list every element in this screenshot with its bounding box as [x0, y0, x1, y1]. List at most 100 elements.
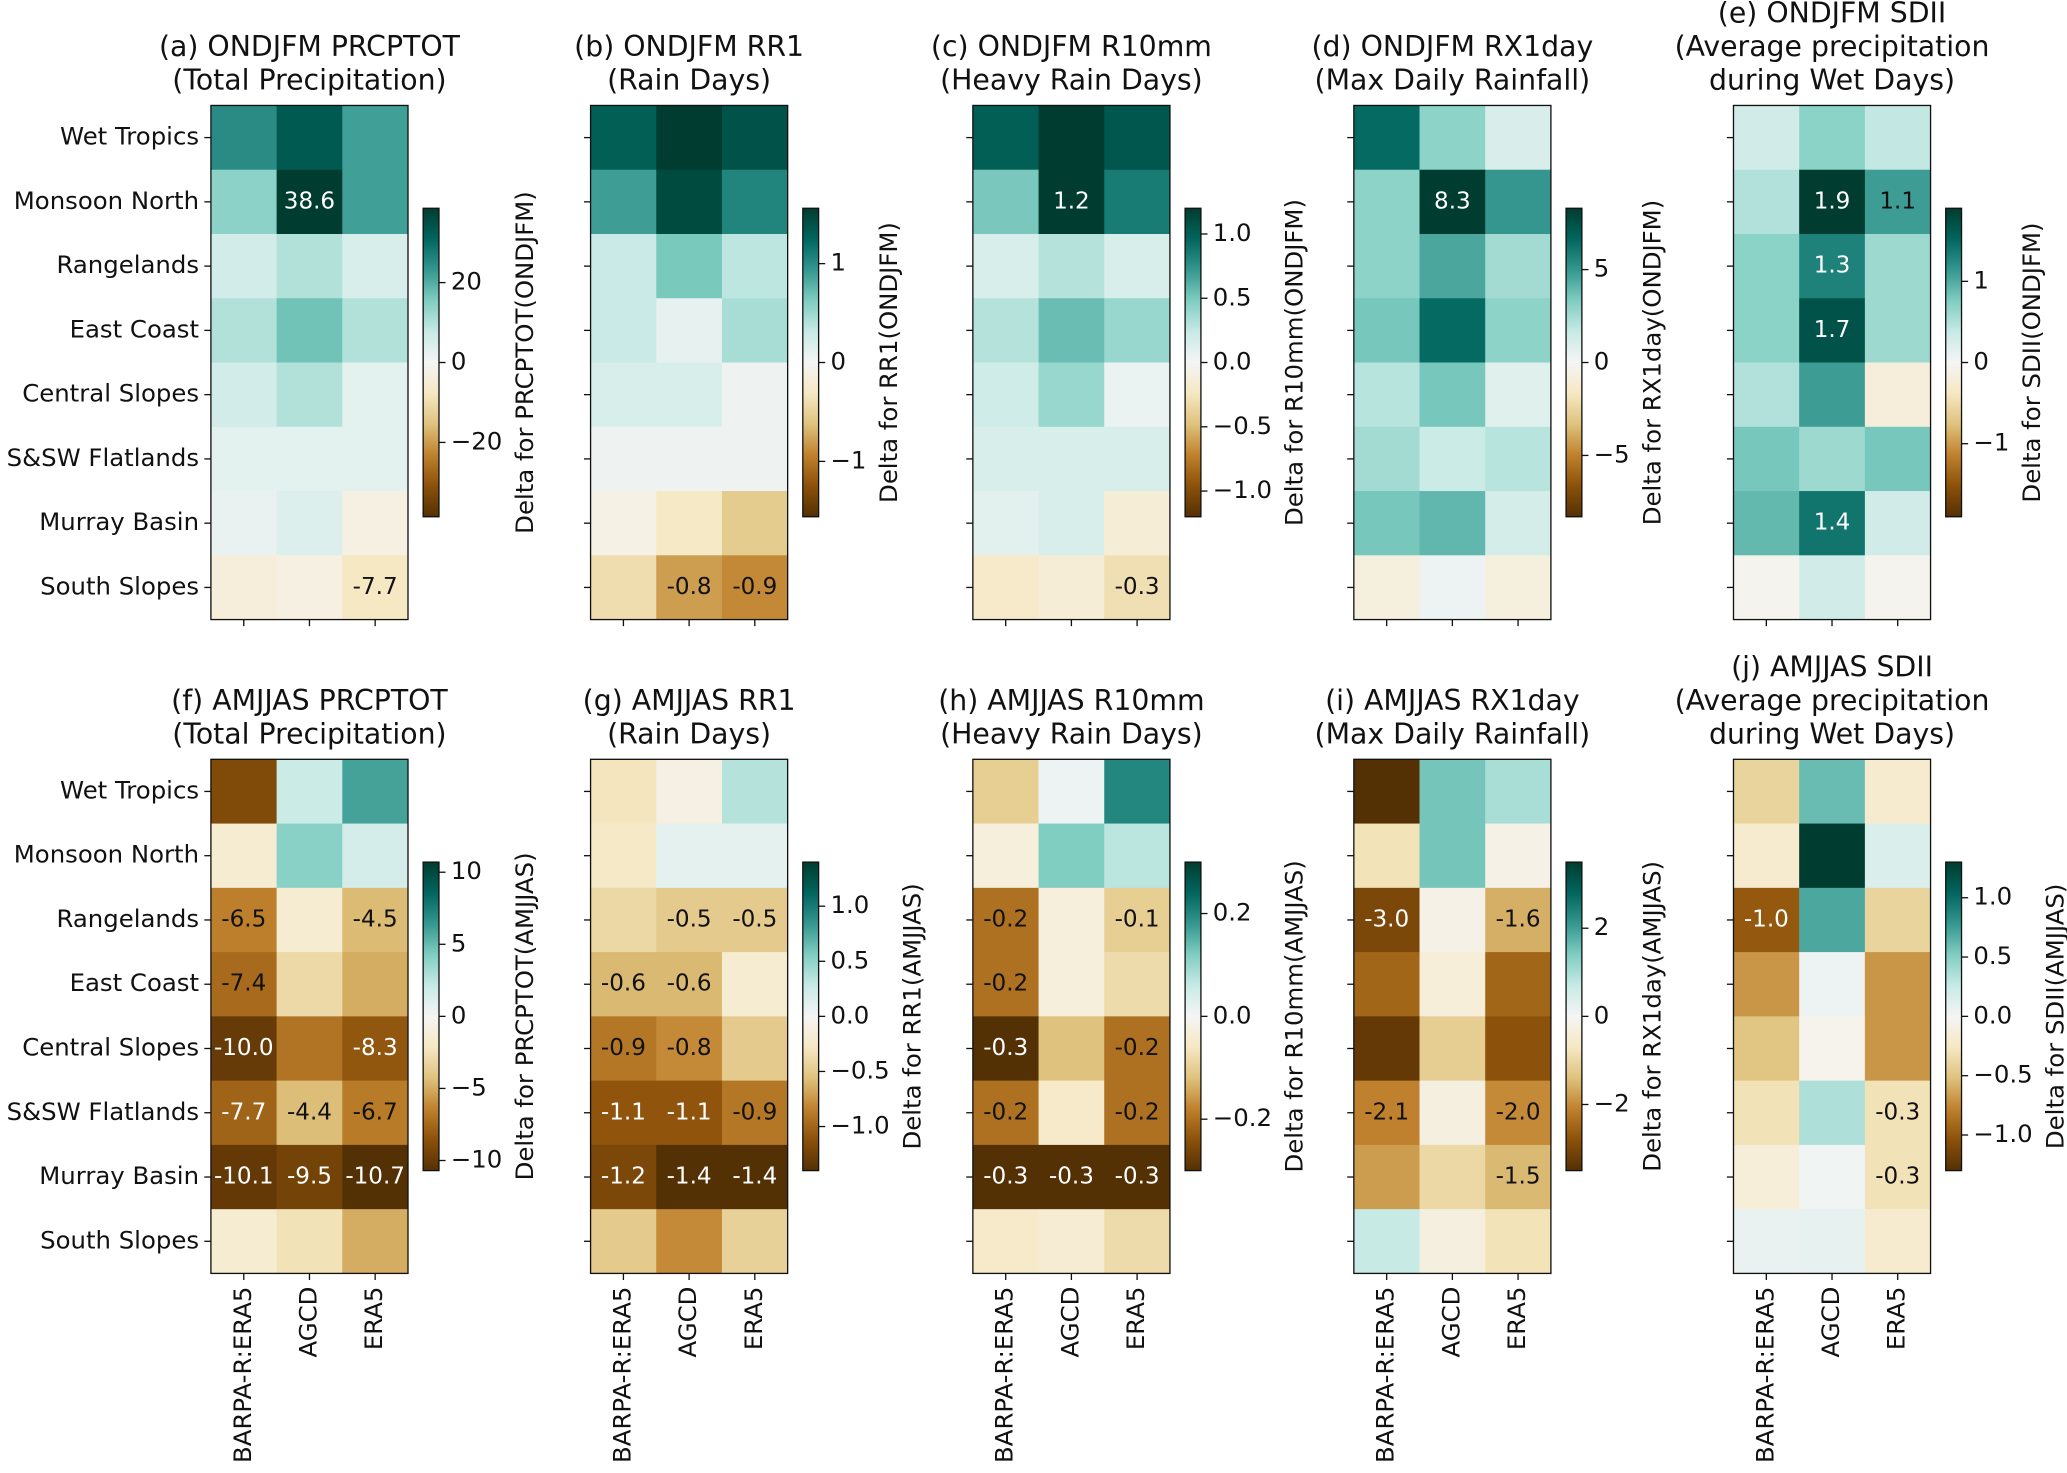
- heatmap-cell: [1864, 1080, 1931, 1146]
- heatmap-cell: [1733, 759, 1800, 824]
- heatmap-cell: [1485, 823, 1552, 889]
- colorbar-tick-label: −1.0: [830, 1111, 889, 1140]
- panel-title: (Heavy Rain Days): [940, 718, 1203, 751]
- heatmap-cell: [656, 1016, 723, 1082]
- heatmap-cell: [276, 169, 343, 235]
- heatmap-cell: [342, 1016, 409, 1082]
- colorbar: [1945, 207, 1963, 518]
- heatmap-cell: [1485, 555, 1552, 620]
- heatmap-cell: [972, 759, 1039, 824]
- cell-label: -1.6: [1496, 906, 1541, 932]
- heatmap-cell: [1864, 555, 1931, 620]
- colorbar-tick-label: 0: [1594, 347, 1610, 376]
- heatmap-cell: [721, 1209, 789, 1274]
- heatmap-cell: [656, 169, 723, 235]
- colorbar: [422, 861, 440, 1172]
- heatmap-cell: [1104, 1209, 1171, 1274]
- colorbar-tick-label: 0.2: [1213, 898, 1252, 927]
- panel-title: (j) AMJJAS SDII: [1731, 650, 1933, 683]
- panel-title: (e) ONDJFM SDII: [1718, 0, 1946, 30]
- cell-label: -1.4: [732, 1164, 777, 1190]
- heatmap-cell: [1419, 426, 1486, 492]
- row-label: South Slopes: [40, 1225, 199, 1254]
- column-label: ERA5: [1502, 1287, 1531, 1351]
- colorbar: [422, 207, 440, 518]
- panel-title: (Rain Days): [607, 64, 771, 97]
- panel: 1.9 1.1 1.3 1.7 1.4 (e) ONDJFM SDII(Average p…: [1675, 0, 2046, 627]
- colorbar-tick-label: −1: [1973, 428, 2009, 457]
- heatmap-cell: [721, 887, 789, 953]
- heatmap-cell: [590, 952, 657, 1017]
- heatmap-cell: [1353, 491, 1420, 556]
- heatmap-cell: [721, 426, 789, 492]
- heatmap-cell: [1485, 491, 1552, 556]
- panel-title: (b) ONDJFM RR1: [574, 30, 804, 63]
- panel: -1.0 -0.3 -0.3 BARPA-R:ERA5 AGCD ERA5 (j) AMJJ…: [1675, 650, 2067, 1463]
- heatmap-cell: [1733, 169, 1800, 235]
- heatmap-cell: [656, 426, 723, 492]
- heatmap-cell: [342, 105, 409, 171]
- colorbar-tick-label: −20: [451, 426, 502, 455]
- row-label: S&SW Flatlands: [7, 1097, 199, 1126]
- colorbar-tick-label: −1: [830, 445, 866, 474]
- heatmap-cell: [721, 298, 789, 363]
- heatmap-cell: [972, 823, 1039, 889]
- heatmap-cell: [590, 105, 657, 171]
- heatmap-cell: [721, 491, 789, 556]
- heatmap-cell: [1038, 426, 1105, 492]
- heatmap-cell: [1038, 1209, 1105, 1274]
- colorbar-tick-label: 1: [830, 248, 846, 277]
- heatmap-cell: [342, 1209, 409, 1274]
- cell-label: -0.9: [601, 1035, 646, 1061]
- heatmap-cell: [972, 426, 1039, 492]
- cell-label: 8.3: [1434, 188, 1471, 214]
- heatmap-cell: [656, 887, 723, 953]
- cell-label: -0.3: [983, 1035, 1028, 1061]
- colorbar: [802, 207, 820, 518]
- heatmap-cell: [1038, 823, 1105, 889]
- heatmap-cell: [721, 759, 789, 824]
- heatmap-cell: [656, 952, 723, 1017]
- heatmap-cell: [1104, 759, 1171, 824]
- heatmap-cell: [972, 298, 1039, 363]
- heatmap-cell: [276, 491, 343, 556]
- heatmap-cell: [972, 233, 1039, 299]
- colorbar-tick-label: 10: [451, 856, 482, 885]
- heatmap-cell: [342, 491, 409, 556]
- heatmap-cell: [1419, 887, 1486, 953]
- cell-label: 1.4: [1814, 510, 1851, 536]
- cell-label: -7.7: [221, 1099, 266, 1125]
- heatmap-cell: [656, 105, 723, 171]
- heatmap-cell: [210, 298, 278, 363]
- panel: 38.6 -7.7 Wet Tropics Monsoon North Rangelan…: [7, 30, 539, 627]
- heatmap-cell: [342, 298, 409, 363]
- colorbar-tick-label: −0.5: [1973, 1060, 2032, 1089]
- panel-title: (h) AMJJAS R10mm: [938, 684, 1204, 717]
- heatmap-cell: [1038, 759, 1105, 824]
- colorbar-tick-label: 1.0: [830, 890, 869, 919]
- cell-label: -1.1: [601, 1099, 646, 1125]
- colorbar-tick-label: 5: [451, 928, 467, 957]
- heatmap-cell: [342, 233, 409, 299]
- heatmap-cell: [1485, 1080, 1552, 1146]
- colorbar-tick-label: 0.0: [1213, 347, 1252, 376]
- cell-label: -0.6: [601, 971, 646, 997]
- heatmap-cell: [590, 298, 657, 363]
- heatmap-cell: [1104, 1080, 1171, 1146]
- panel-title: (a) ONDJFM PRCPTOT: [159, 30, 461, 63]
- panel: -6.5 -4.5 -7.4 -10.0 -8.3 -7.7 -4.4 -6.7 -10.1 -9…: [7, 684, 539, 1463]
- colorbar-tick-label: 0: [830, 347, 846, 376]
- colorbar-tick-label: 0: [1594, 1000, 1610, 1029]
- colorbar: [802, 861, 820, 1172]
- heatmap-cell: [590, 1016, 657, 1082]
- heatmap-cell: [1104, 555, 1171, 620]
- colorbar-tick-label: 0.5: [1973, 941, 2012, 970]
- cell-label: -0.1: [1115, 906, 1160, 932]
- row-label: Monsoon North: [14, 840, 199, 869]
- cell-label: -0.8: [667, 574, 712, 600]
- heatmap-cell: [1799, 1209, 1866, 1274]
- column-label: BARPA-R:ERA5: [228, 1287, 257, 1463]
- heatmap-cell: [276, 1144, 343, 1210]
